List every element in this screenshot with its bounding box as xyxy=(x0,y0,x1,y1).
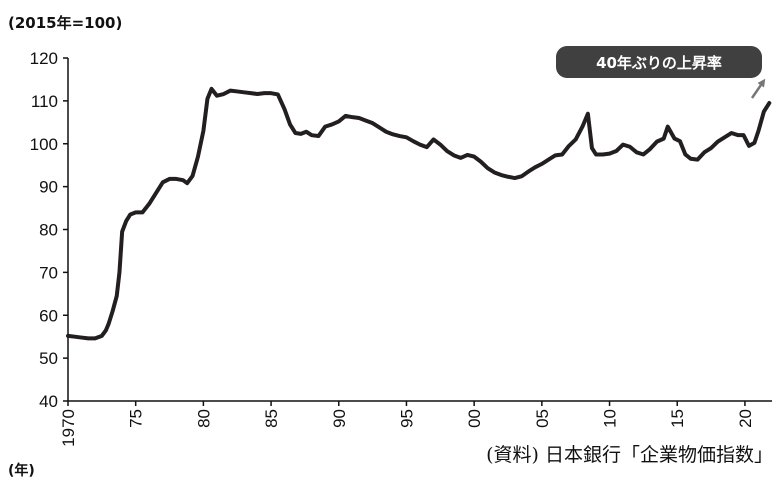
y-tick-label: 90 xyxy=(39,178,58,197)
x-unit-label: (年) xyxy=(8,463,35,479)
x-tick-label: 1970 xyxy=(59,409,78,447)
y-axis-ticks: 40 50 60 70 80 90 100 110 120 xyxy=(30,49,68,411)
annotation-badge: 40年ぶりの上昇率 xyxy=(556,46,762,78)
y-tick-label: 60 xyxy=(39,306,58,325)
x-tick-label: 80 xyxy=(194,409,213,428)
series-line xyxy=(66,86,772,341)
x-tick-label: 00 xyxy=(465,409,484,428)
x-tick-label: 90 xyxy=(330,409,349,428)
x-axis-ticks: 1970 75 80 85 90 95 00 05 10 15 20 xyxy=(59,401,755,447)
y-unit-label: (2015年=100) xyxy=(8,14,123,32)
y-tick-label: 100 xyxy=(30,135,58,154)
y-tick-label: 80 xyxy=(39,221,58,240)
x-tick-label: 20 xyxy=(736,409,755,428)
x-tick-label: 75 xyxy=(127,409,146,428)
x-tick-label: 05 xyxy=(533,409,552,428)
x-tick-label: 95 xyxy=(397,409,416,428)
x-tick-label: 85 xyxy=(262,409,281,428)
x-tick-label: 15 xyxy=(668,409,687,428)
y-tick-label: 40 xyxy=(39,392,58,411)
y-tick-label: 120 xyxy=(30,49,58,68)
x-tick-label: 10 xyxy=(601,409,620,428)
source-note: (資料) 日本銀行「企業物価指数」 xyxy=(486,444,773,466)
rising-arrow-icon xyxy=(750,78,766,99)
y-tick-label: 50 xyxy=(39,349,58,368)
y-tick-label: 70 xyxy=(39,263,58,282)
y-tick-label: 110 xyxy=(31,92,58,111)
